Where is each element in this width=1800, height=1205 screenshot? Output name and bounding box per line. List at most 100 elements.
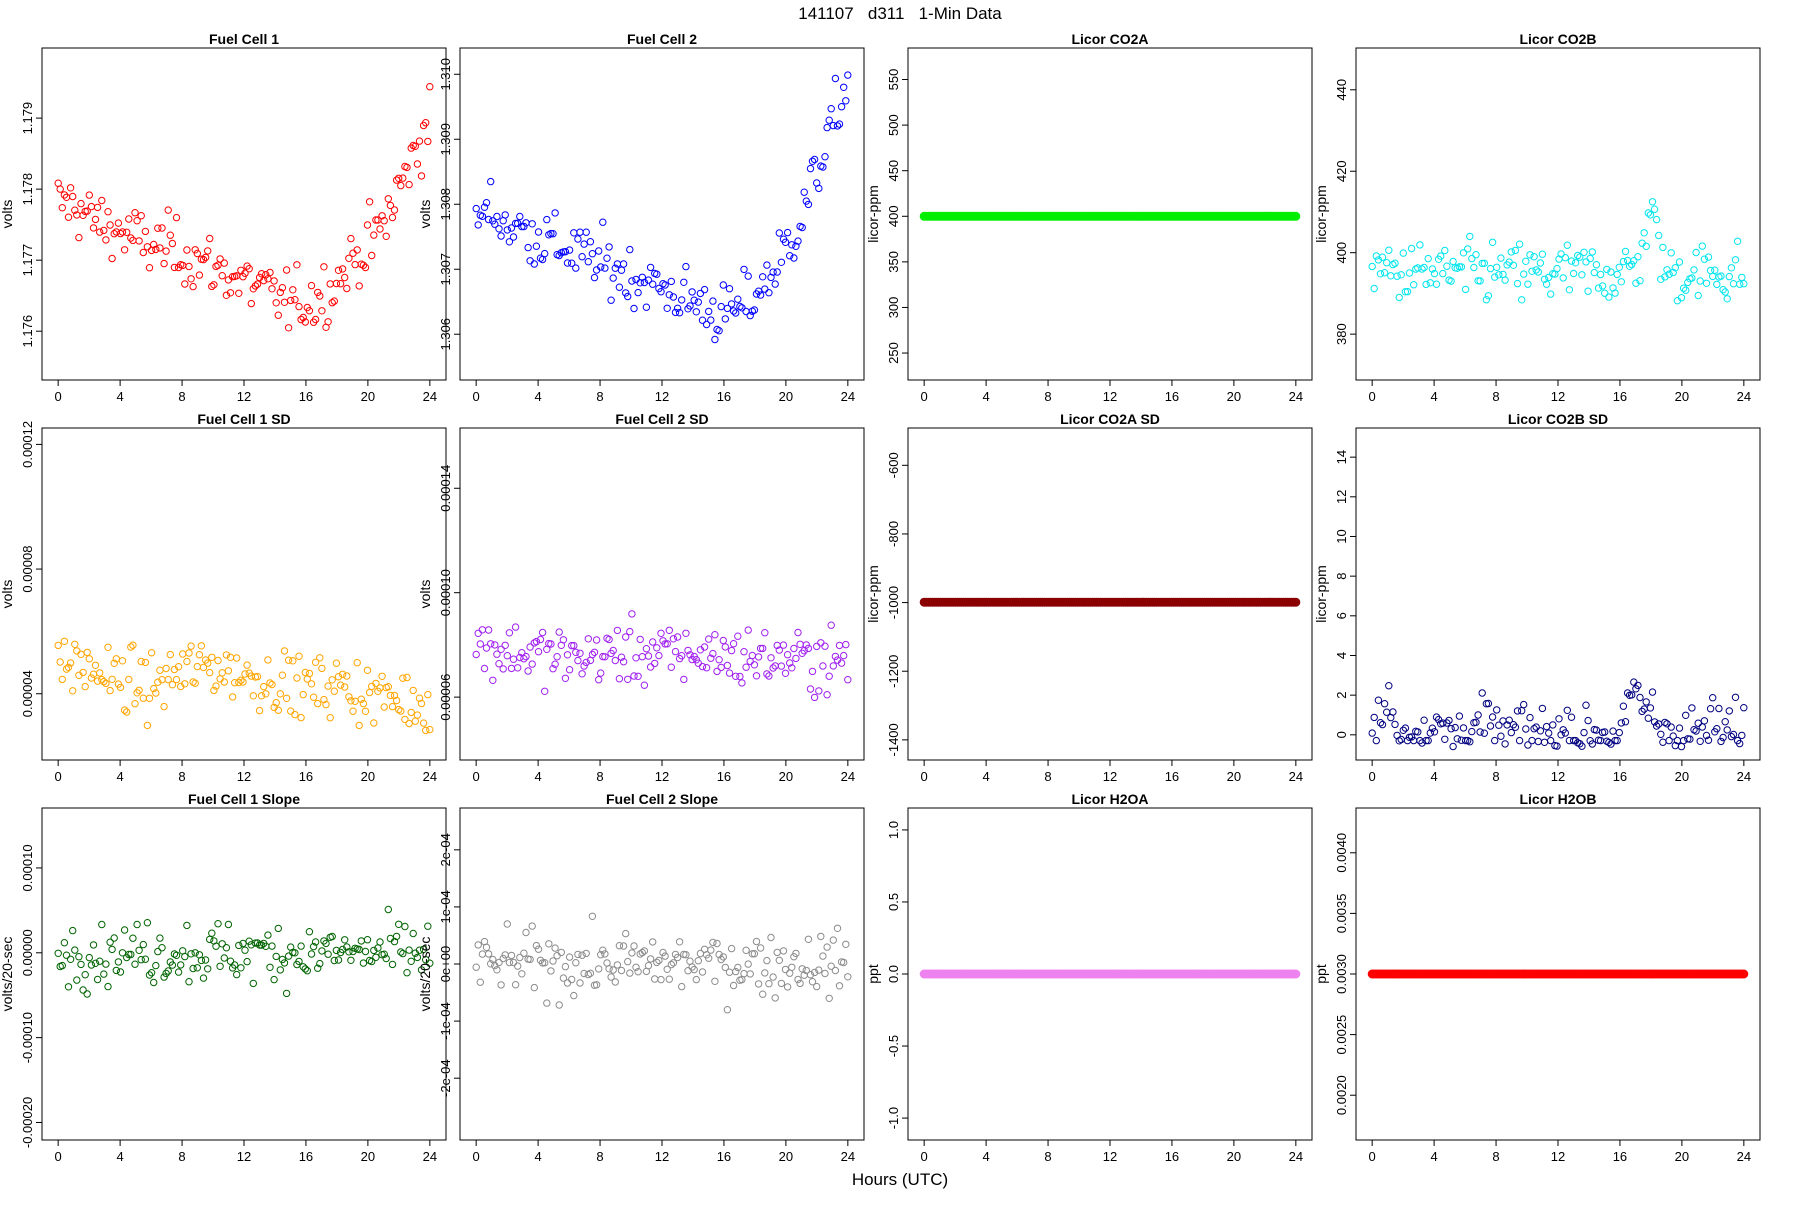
data-point [1372,252,1381,260]
x-tick-label: 16 [1613,769,1627,784]
data-point [343,672,351,680]
x-tick-label: 0 [921,389,928,404]
data-point [576,649,584,657]
data-point [282,989,291,998]
data-point [174,968,183,976]
data-point [156,244,164,252]
y-tick-label: 1.177 [20,244,35,277]
data-point [245,265,253,273]
data-point [359,699,368,708]
data-point [682,951,690,959]
data-point [1472,251,1480,259]
y-tick-label: 0.0 [886,965,901,983]
data-point [642,303,651,311]
data-point [168,961,177,969]
data-point [472,963,480,971]
data-point [1739,969,1749,979]
data-point [1484,292,1493,300]
data-point [216,962,224,970]
data-point [833,924,842,932]
data-point [1497,254,1505,262]
data-point [1715,704,1723,713]
data-point [114,958,123,966]
data-point [1586,254,1594,263]
data-point [624,675,632,683]
data-point [819,952,827,960]
y-tick-label: -2e-04 [438,1059,453,1097]
data-point [511,219,520,228]
data-point [547,967,555,975]
data-point [71,640,79,648]
data-point [1468,254,1476,263]
data-point [649,280,657,288]
data-point [603,254,611,262]
data-point [1484,699,1493,708]
data-point [195,271,204,279]
data-point [345,948,353,956]
panel-2: Licor CO2A licor-ppm 0 4 8 12 16 20 24 250 300 350 4… [865,31,1313,404]
data-point [615,283,624,291]
data-point [287,707,295,715]
data-point [511,623,520,631]
data-point [301,965,309,973]
data-point [1538,704,1547,713]
x-tick-label: 0 [55,1149,62,1164]
data-point [783,228,792,237]
data-point [613,626,622,635]
data-point [131,209,139,217]
data-point [584,258,592,266]
data-point [692,308,700,316]
data-point [311,658,320,666]
data-point [125,675,133,684]
data-point [715,327,723,335]
y-tick-label: 6 [1334,612,1349,619]
data-point [732,967,740,976]
data-point [1567,713,1576,721]
data-point [835,120,844,128]
data-point [563,651,572,659]
data-point [334,956,343,964]
data-point [397,948,405,956]
data-point [1659,243,1667,252]
data-point [626,245,634,254]
data-point [821,153,829,161]
data-point [365,688,374,697]
data-point [1493,263,1501,271]
data-point [800,188,808,196]
data-point [353,246,361,254]
data-point [711,335,719,344]
data-point [1615,728,1624,737]
data-point [721,315,729,323]
data-point [1657,730,1665,738]
data-point [516,212,524,221]
data-point [54,641,62,650]
data-point [137,956,145,964]
data-point [806,685,815,693]
data-point [638,653,646,661]
data-point [835,641,844,650]
data-point [692,975,700,984]
data-point [742,946,750,954]
x-tick-label: 20 [779,1149,793,1164]
y-tick-label: 500 [886,114,901,136]
data-point [158,224,166,232]
data-point [1652,215,1661,224]
data-point [1553,264,1561,273]
y-tick-label: 1.308 [438,188,453,221]
data-point [767,933,775,942]
data-point [671,647,680,656]
data-point [424,690,432,699]
data-point [322,939,330,948]
data-point [813,642,821,651]
data-point [576,979,584,987]
data-point [270,277,278,285]
data-point [156,934,164,942]
data-point [580,240,588,248]
data-point [578,670,586,678]
data-point [1397,271,1405,279]
data-point [661,281,669,289]
y-tick-label: 250 [886,342,901,364]
x-tick-label: 0 [55,389,62,404]
data-point [1470,263,1478,272]
data-point [1472,718,1480,726]
